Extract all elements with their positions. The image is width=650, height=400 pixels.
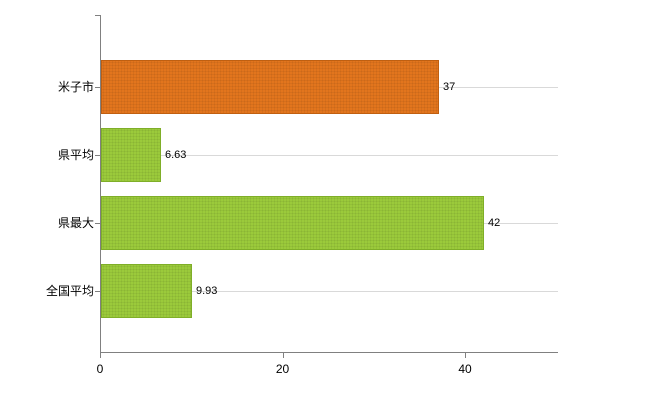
- y-axis-line: [100, 15, 101, 352]
- x-axis-tick: [100, 353, 101, 358]
- y-axis-tick: [95, 291, 100, 292]
- category-label: 米子市: [57, 80, 94, 94]
- category-label: 全国平均: [45, 284, 94, 298]
- x-axis-tick-label: 40: [458, 362, 472, 376]
- bar: [101, 128, 161, 182]
- bar: [101, 60, 439, 114]
- y-axis-top-tick: [95, 15, 100, 16]
- category-gridline: [101, 155, 558, 156]
- bar: [101, 196, 484, 250]
- value-label: 9.93: [196, 285, 218, 297]
- y-axis-tick: [95, 223, 100, 224]
- category-label: 県最大: [57, 216, 94, 230]
- category-label: 県平均: [57, 148, 94, 162]
- x-axis-tick: [282, 353, 284, 358]
- value-label: 6.63: [165, 149, 187, 161]
- value-label: 37: [443, 81, 456, 93]
- category-gridline: [101, 291, 558, 292]
- y-axis-tick: [95, 87, 100, 88]
- bar: [101, 264, 192, 318]
- x-axis-tick-label: 20: [275, 362, 290, 376]
- x-axis-tick-label: 0: [96, 362, 104, 376]
- x-axis-tick: [465, 353, 466, 358]
- value-label: 42: [488, 217, 501, 229]
- x-axis-line: [100, 352, 558, 353]
- y-axis-tick: [95, 155, 100, 156]
